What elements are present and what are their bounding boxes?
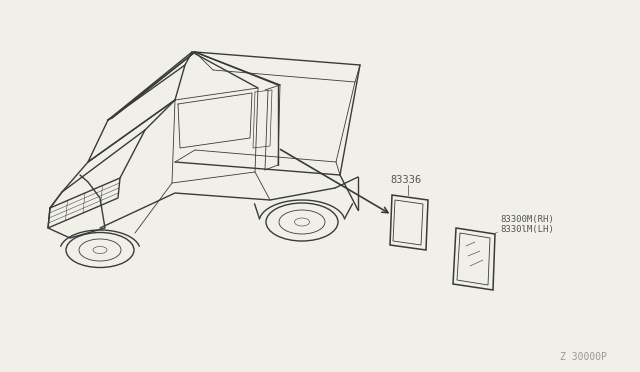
Text: 83300M(RH): 83300M(RH) xyxy=(500,215,554,224)
Text: Z 30000P: Z 30000P xyxy=(560,352,607,362)
Text: 83336: 83336 xyxy=(390,175,421,185)
Text: 8330lM(LH): 8330lM(LH) xyxy=(500,225,554,234)
